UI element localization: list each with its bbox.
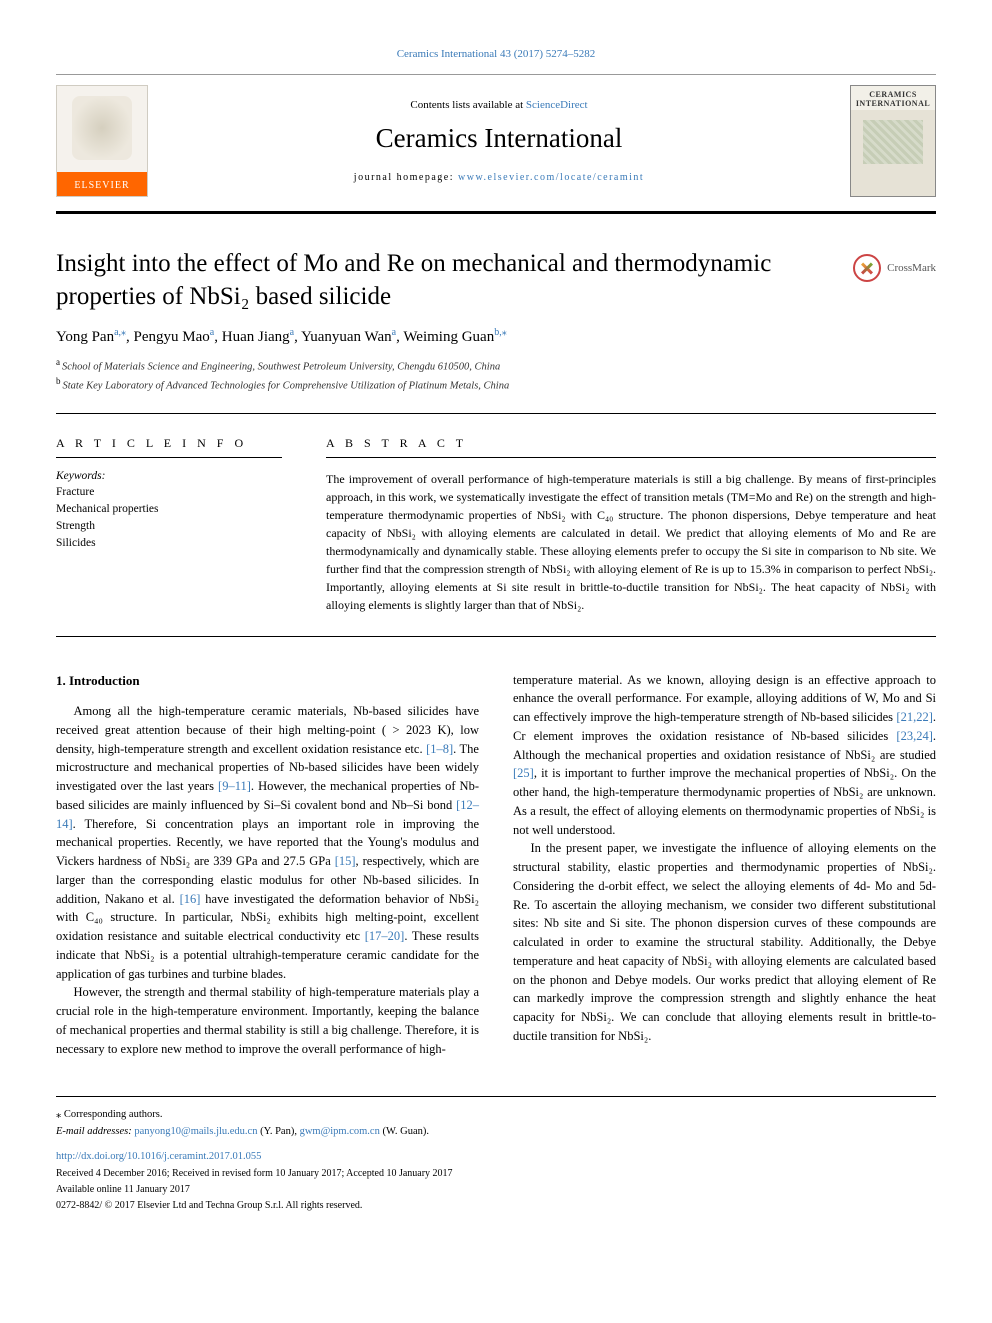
affiliation-a: aSchool of Materials Science and Enginee… [56, 356, 936, 375]
ref-link[interactable]: [15] [335, 854, 356, 868]
keyword-item: Fracture [56, 484, 282, 501]
author-5-affil: b,⁎ [494, 327, 507, 338]
cover-title-line1: CERAMICS [869, 90, 917, 99]
ref-link[interactable]: [1–8] [426, 742, 453, 756]
article-info: A R T I C L E I N F O Keywords: Fracture… [56, 436, 282, 614]
keyword-item: Mechanical properties [56, 501, 282, 518]
crossmark-label: CrossMark [887, 262, 936, 274]
journal-name: Ceramics International [166, 123, 832, 154]
author-2: Pengyu Mao [134, 329, 210, 345]
authors-line: Yong Pana,⁎, Pengyu Maoa, Huan Jianga, Y… [56, 327, 936, 346]
contents-lists-line: Contents lists available at ScienceDirec… [166, 99, 832, 111]
author-1: Yong Pan [56, 329, 114, 345]
journal-ref-link[interactable]: Ceramics International 43 (2017) 5274–52… [56, 48, 936, 60]
intro-p2: However, the strength and thermal stabil… [56, 983, 479, 1058]
copyright-line: 0272-8842/ © 2017 Elsevier Ltd and Techn… [56, 1198, 936, 1214]
keywords-list: Fracture Mechanical properties Strength … [56, 484, 282, 553]
journal-ref-anchor[interactable]: Ceramics International 43 (2017) 5274–52… [397, 48, 596, 60]
ref-link[interactable]: [17–20] [365, 929, 405, 943]
ref-link[interactable]: [21,22] [896, 710, 932, 724]
keywords-label: Keywords: [56, 470, 282, 482]
article-info-heading: A R T I C L E I N F O [56, 436, 282, 451]
doi-link[interactable]: http://dx.doi.org/10.1016/j.ceramint.201… [56, 1151, 261, 1162]
elsevier-logo-text: ELSEVIER [74, 180, 129, 191]
ref-link[interactable]: [16] [180, 892, 201, 906]
corresponding-note: ⁎ Corresponding authors. [56, 1107, 936, 1124]
email-who-1: (Y. Pan), [257, 1126, 299, 1137]
affiliation-a-text: School of Materials Science and Engineer… [62, 362, 500, 373]
journal-cover-thumbnail: CERAMICS INTERNATIONAL [850, 85, 936, 197]
intro-p1: Among all the high-temperature ceramic m… [56, 702, 479, 983]
intro-p4: In the present paper, we investigate the… [513, 839, 936, 1045]
author-3-affil: a [290, 327, 294, 338]
author-3: Huan Jiang [222, 329, 290, 345]
abstract-text: The improvement of overall performance o… [326, 470, 936, 614]
email-link-1[interactable]: panyong10@mails.jlu.edu.cn [134, 1126, 257, 1137]
contents-prefix: Contents lists available at [410, 99, 525, 111]
intro-heading: 1. Introduction [56, 671, 479, 691]
email-line: E-mail addresses: panyong10@mails.jlu.ed… [56, 1124, 936, 1141]
author-4: Yuanyuan Wan [301, 329, 392, 345]
footer: ⁎ Corresponding authors. E-mail addresse… [56, 1096, 936, 1213]
author-4-affil: a [392, 327, 396, 338]
affiliation-b-text: State Key Laboratory of Advanced Technol… [63, 381, 510, 392]
crossmark-icon [853, 254, 881, 282]
email-who-2: (W. Guan). [380, 1126, 429, 1137]
ref-link[interactable]: [23,24] [896, 729, 932, 743]
affiliation-b: bState Key Laboratory of Advanced Techno… [56, 375, 936, 394]
article-title: Insight into the effect of Mo and Re on … [56, 248, 833, 313]
cover-title-line2: INTERNATIONAL [856, 99, 930, 108]
header-center: Contents lists available at ScienceDirec… [166, 99, 832, 183]
info-abstract-row: A R T I C L E I N F O Keywords: Fracture… [56, 413, 936, 637]
email-label: E-mail addresses: [56, 1126, 134, 1137]
abstract-rule [326, 457, 936, 458]
elsevier-logo: ELSEVIER [56, 85, 148, 197]
author-2-affil: a [210, 327, 214, 338]
keyword-item: Strength [56, 518, 282, 535]
intro-p1-seg: Among all the high-temperature ceramic m… [56, 704, 479, 756]
ref-link[interactable]: [9–11] [218, 779, 251, 793]
intro-p3-seg: , it is important to further improve the… [513, 766, 936, 836]
online-line: Available online 11 January 2017 [56, 1182, 936, 1198]
abstract-heading: A B S T R A C T [326, 436, 936, 451]
journal-homepage-line: journal homepage: www.elsevier.com/locat… [166, 172, 832, 183]
email-link-2[interactable]: gwm@ipm.com.cn [300, 1126, 380, 1137]
journal-homepage-link[interactable]: www.elsevier.com/locate/ceramint [458, 172, 644, 183]
journal-header: ELSEVIER Contents lists available at Sci… [56, 74, 936, 214]
crossmark-widget[interactable]: CrossMark [853, 248, 936, 282]
sciencedirect-link[interactable]: ScienceDirect [526, 99, 588, 111]
body-columns: 1. Introduction Among all the high-tempe… [56, 671, 936, 1059]
ref-link[interactable]: [25] [513, 766, 534, 780]
page: Ceramics International 43 (2017) 5274–52… [0, 0, 992, 1254]
title-row: Insight into the effect of Mo and Re on … [56, 248, 936, 313]
author-5: Weiming Guan [403, 329, 494, 345]
history-line: Received 4 December 2016; Received in re… [56, 1166, 936, 1182]
author-1-affil: a,⁎ [114, 327, 126, 338]
article-info-rule [56, 457, 282, 458]
keyword-item: Silicides [56, 535, 282, 552]
intro-p3-seg: temperature material. As we known, alloy… [513, 673, 936, 725]
affiliations: aSchool of Materials Science and Enginee… [56, 356, 936, 395]
intro-p3: temperature material. As we known, alloy… [513, 671, 936, 840]
abstract-block: A B S T R A C T The improvement of overa… [326, 436, 936, 614]
homepage-prefix: journal homepage: [354, 172, 458, 183]
doi-line: http://dx.doi.org/10.1016/j.ceramint.201… [56, 1149, 936, 1166]
